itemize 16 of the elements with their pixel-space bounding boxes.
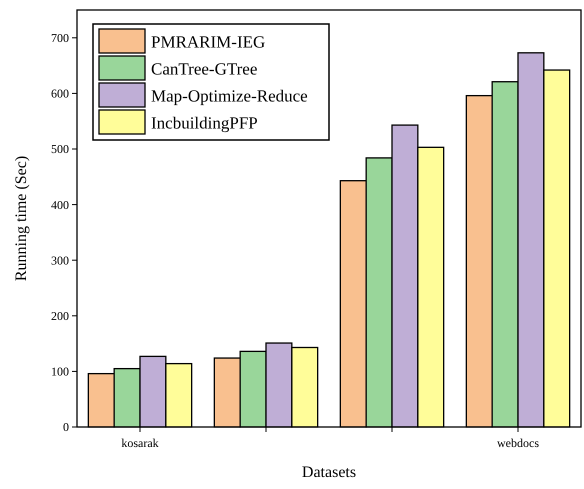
y-tick-label: 700 bbox=[51, 31, 69, 45]
y-tick-label: 0 bbox=[63, 420, 69, 434]
y-tick-label: 300 bbox=[51, 253, 69, 268]
y-tick-label: 600 bbox=[51, 86, 69, 101]
y-tick-label: 400 bbox=[51, 198, 69, 212]
y-tick-label: 500 bbox=[51, 142, 69, 156]
legend-label: Map-Optimize-Reduce bbox=[151, 86, 308, 106]
legend-label: IncbuildingPFP bbox=[151, 114, 258, 133]
y-tick-label: 100 bbox=[51, 364, 69, 379]
x-tick-label: kosarak bbox=[121, 436, 159, 450]
y-axis-title: Running time (Sec) bbox=[13, 156, 30, 282]
legend-label: PMRARIM-IEG bbox=[151, 32, 266, 52]
legend-label: CanTree-GTree bbox=[151, 60, 258, 79]
y-tick-label: 200 bbox=[51, 309, 69, 323]
x-axis-title: Datasets bbox=[302, 464, 356, 481]
x-tick-label: webdocs bbox=[497, 436, 540, 450]
